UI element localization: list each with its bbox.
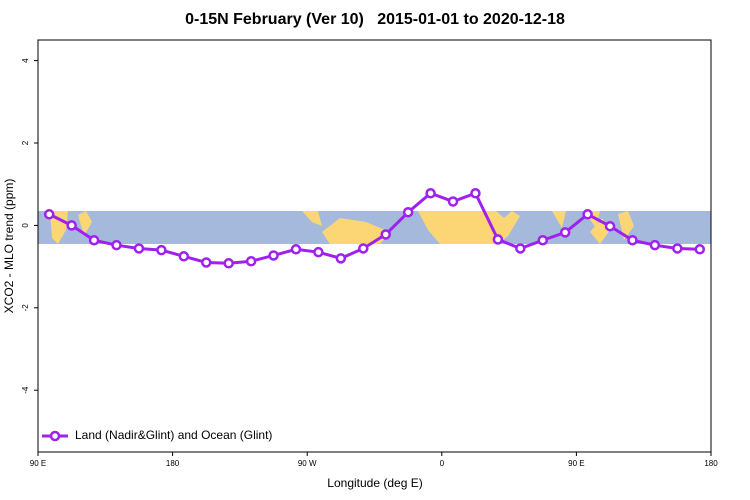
map-strip (38, 211, 711, 244)
data-point (694, 244, 706, 255)
data-point (66, 220, 77, 231)
data-point (268, 250, 279, 261)
data-point (492, 234, 504, 245)
x-tick-label: 90 W (298, 459, 317, 468)
data-point (43, 209, 55, 220)
y-tick-label: 4 (21, 58, 30, 63)
data-point (604, 220, 616, 232)
y-tick-label: 2 (21, 140, 30, 145)
data-point (627, 234, 638, 246)
x-tick-label: 90 E (568, 459, 584, 468)
data-point (380, 229, 391, 240)
data-point (470, 188, 481, 199)
data-point (358, 243, 369, 254)
x-tick-label: 180 (704, 459, 718, 468)
x-tick-label: 0 (440, 459, 445, 468)
data-point (559, 227, 571, 238)
y-tick-label: 0 (21, 223, 30, 228)
data-point (178, 251, 190, 262)
x-tick-label: 90 E (30, 459, 46, 468)
data-point (335, 253, 347, 264)
x-axis-label: Longitude (deg E) (327, 476, 422, 490)
data-point (88, 234, 100, 246)
data-point (582, 209, 593, 220)
data-point (290, 244, 302, 255)
data-point (515, 243, 526, 254)
data-point (672, 243, 683, 254)
data-point (156, 244, 167, 256)
data-point (425, 188, 436, 199)
data-point (245, 255, 257, 267)
data-point (447, 196, 459, 207)
legend-marker (49, 430, 61, 442)
data-point (313, 246, 324, 258)
data-point (649, 239, 661, 251)
y-tick-label: -2 (21, 304, 30, 312)
data-point (223, 258, 234, 269)
legend-label: Land (Nadir&Glint) and Ocean (Glint) (75, 428, 272, 442)
data-point (201, 257, 212, 268)
data-point (537, 234, 548, 246)
x-tick-label: 180 (166, 459, 180, 468)
data-point (133, 243, 145, 254)
chart-title: 0-15N February (Ver 10) 2015-01-01 to 20… (185, 11, 565, 28)
data-point (402, 206, 414, 218)
data-point (111, 239, 122, 251)
y-tick-label: -4 (21, 386, 30, 394)
y-axis-label: XCO2 - MLO trend (ppm) (2, 179, 16, 314)
plot-frame (37, 39, 712, 453)
